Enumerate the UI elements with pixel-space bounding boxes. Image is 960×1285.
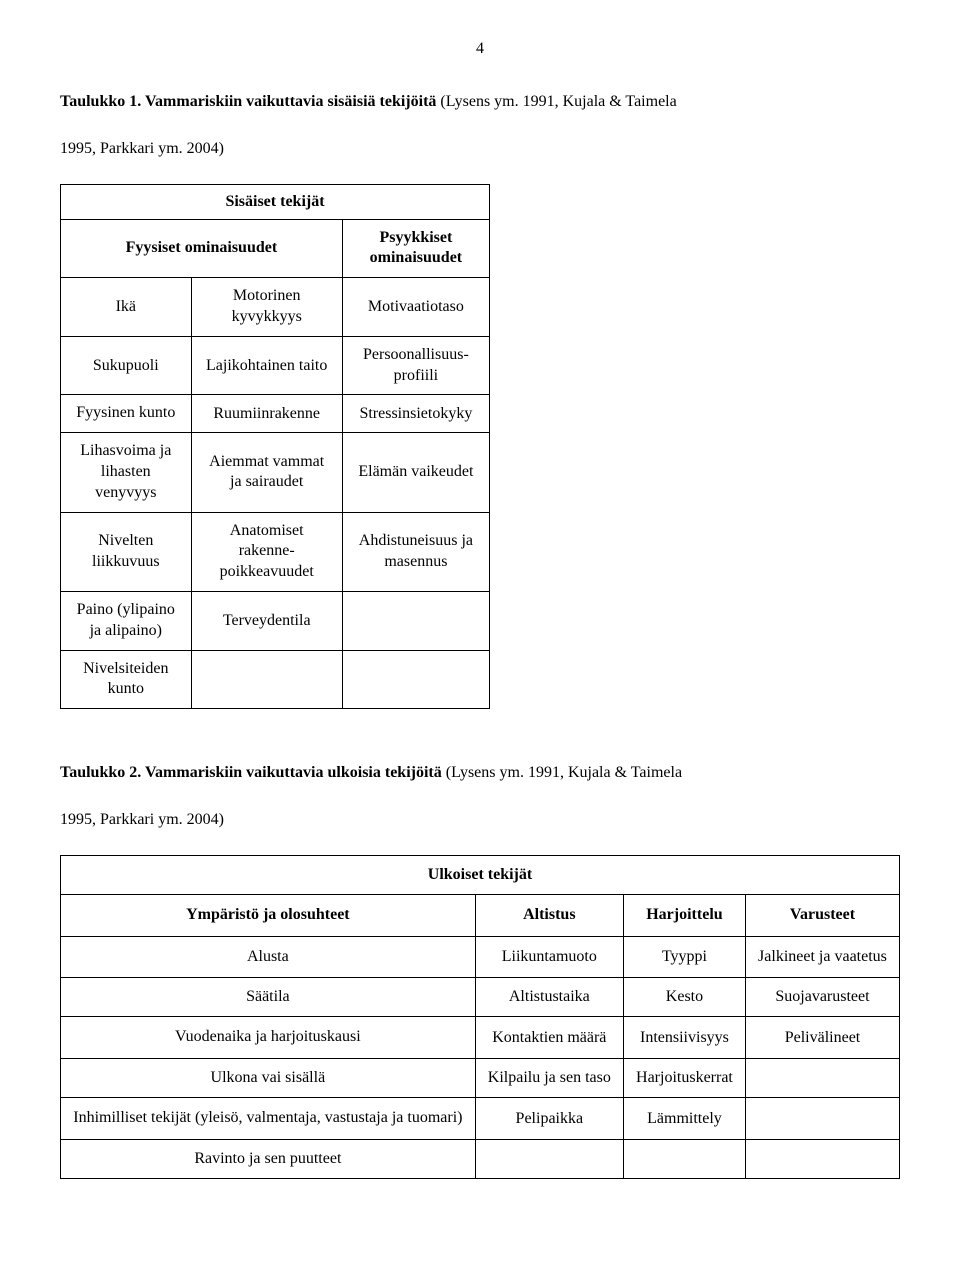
table2-r5c3 bbox=[745, 1139, 899, 1178]
table2-col-header-3: Varusteet bbox=[745, 894, 899, 936]
table2-r5c0: Ravinto ja sen puutteet bbox=[61, 1139, 476, 1178]
heading-table1: Taulukko 1. Vammariskiin vaikuttavia sis… bbox=[60, 88, 900, 164]
table1-r2c1: Ruumiinrakenne bbox=[191, 395, 342, 433]
table1-col-header-row: Fyysiset ominaisuudet Psyykkiset ominais… bbox=[61, 219, 490, 278]
table2-r1c3: Suojavarusteet bbox=[745, 978, 899, 1017]
table2-r5c1 bbox=[475, 1139, 623, 1178]
heading2-line2: 1995, Parkkari ym. 2004) bbox=[60, 806, 900, 835]
table2-r4c3 bbox=[745, 1098, 899, 1140]
table-row: Säätila Altistustaika Kesto Suojavaruste… bbox=[61, 978, 900, 1017]
table1-r3c0: Lihasvoima ja lihasten venyvyys bbox=[61, 433, 192, 512]
table1-r6c0: Nivelsiteiden kunto bbox=[61, 650, 192, 709]
table-row: Nivelten liikkuvuus Anatomiset rakenne-p… bbox=[61, 512, 490, 591]
table1-r4c1: Anatomiset rakenne-poikkeavuudet bbox=[191, 512, 342, 591]
table2-main-header-row: Ulkoiset tekijät bbox=[61, 855, 900, 894]
table1-r0c1: Motorinen kyvykkyys bbox=[191, 278, 342, 337]
table2-r1c1: Altistustaika bbox=[475, 978, 623, 1017]
table2-r0c1: Liikuntamuoto bbox=[475, 936, 623, 978]
table1-r2c2: Stressinsietokyky bbox=[342, 395, 489, 433]
table2-r1c0: Säätila bbox=[61, 978, 476, 1017]
table1-col-header-0: Fyysiset ominaisuudet bbox=[61, 219, 343, 278]
heading1-rest: (Lysens ym. 1991, Kujala & Taimela bbox=[436, 93, 676, 110]
table1-r5c2 bbox=[342, 591, 489, 650]
table1-main-header-row: Sisäiset tekijät bbox=[61, 184, 490, 219]
table-row: Nivelsiteiden kunto bbox=[61, 650, 490, 709]
table1-r4c2: Ahdistuneisuus ja masennus bbox=[342, 512, 489, 591]
table2-r4c0: Inhimilliset tekijät (yleisö, valmentaja… bbox=[61, 1098, 476, 1140]
heading2-rest: (Lysens ym. 1991, Kujala & Taimela bbox=[442, 764, 682, 781]
table2-col-header-row: Ympäristö ja olosuhteet Altistus Harjoit… bbox=[61, 894, 900, 936]
table2-r3c3 bbox=[745, 1059, 899, 1098]
heading1-line2: 1995, Parkkari ym. 2004) bbox=[60, 135, 900, 164]
table1-r3c2: Elämän vaikeudet bbox=[342, 433, 489, 512]
table2-r3c0: Ulkona vai sisällä bbox=[61, 1059, 476, 1098]
table-row: Ikä Motorinen kyvykkyys Motivaatiotaso bbox=[61, 278, 490, 337]
table2-r3c1: Kilpailu ja sen taso bbox=[475, 1059, 623, 1098]
table-row: Fyysinen kunto Ruumiinrakenne Stressinsi… bbox=[61, 395, 490, 433]
table2-col-header-2: Harjoittelu bbox=[623, 894, 745, 936]
table2-r4c2: Lämmittely bbox=[623, 1098, 745, 1140]
table1-col-header-1: Psyykkiset ominaisuudet bbox=[342, 219, 489, 278]
table1-r0c0: Ikä bbox=[61, 278, 192, 337]
table2: Ulkoiset tekijät Ympäristö ja olosuhteet… bbox=[60, 855, 900, 1179]
table1-r5c0: Paino (ylipaino ja alipaino) bbox=[61, 591, 192, 650]
table2-r2c1: Kontaktien määrä bbox=[475, 1017, 623, 1059]
table-row: Ravinto ja sen puutteet bbox=[61, 1139, 900, 1178]
table1-main-header: Sisäiset tekijät bbox=[61, 184, 490, 219]
table1-r0c2: Motivaatiotaso bbox=[342, 278, 489, 337]
table1-r2c0: Fyysinen kunto bbox=[61, 395, 192, 433]
table1-r1c1: Lajikohtainen taito bbox=[191, 336, 342, 395]
table2-col-header-0: Ympäristö ja olosuhteet bbox=[61, 894, 476, 936]
table-row: Paino (ylipaino ja alipaino) Terveydenti… bbox=[61, 591, 490, 650]
table2-r5c2 bbox=[623, 1139, 745, 1178]
table-row: Sukupuoli Lajikohtainen taito Persoonall… bbox=[61, 336, 490, 395]
heading2-bold: Taulukko 2. Vammariskiin vaikuttavia ulk… bbox=[60, 764, 442, 781]
table1-r4c0: Nivelten liikkuvuus bbox=[61, 512, 192, 591]
table1-r5c1: Terveydentila bbox=[191, 591, 342, 650]
table1-r6c2 bbox=[342, 650, 489, 709]
table1: Sisäiset tekijät Fyysiset ominaisuudet P… bbox=[60, 184, 490, 710]
table1-r1c2: Persoonallisuus-profiili bbox=[342, 336, 489, 395]
table-row: Ulkona vai sisällä Kilpailu ja sen taso … bbox=[61, 1059, 900, 1098]
table1-r1c0: Sukupuoli bbox=[61, 336, 192, 395]
table2-r0c2: Tyyppi bbox=[623, 936, 745, 978]
table-row: Inhimilliset tekijät (yleisö, valmentaja… bbox=[61, 1098, 900, 1140]
heading1-bold: Taulukko 1. Vammariskiin vaikuttavia sis… bbox=[60, 93, 436, 110]
table2-r2c3: Pelivälineet bbox=[745, 1017, 899, 1059]
table1-r3c1: Aiemmat vammat ja sairaudet bbox=[191, 433, 342, 512]
table-row: Alusta Liikuntamuoto Tyyppi Jalkineet ja… bbox=[61, 936, 900, 978]
table2-main-header: Ulkoiset tekijät bbox=[61, 855, 900, 894]
table2-col-header-1: Altistus bbox=[475, 894, 623, 936]
table2-r0c0: Alusta bbox=[61, 936, 476, 978]
table2-r1c2: Kesto bbox=[623, 978, 745, 1017]
table1-r6c1 bbox=[191, 650, 342, 709]
table2-r2c0: Vuodenaika ja harjoituskausi bbox=[61, 1017, 476, 1059]
table-row: Vuodenaika ja harjoituskausi Kontaktien … bbox=[61, 1017, 900, 1059]
table-row: Lihasvoima ja lihasten venyvyys Aiemmat … bbox=[61, 433, 490, 512]
table2-r2c2: Intensiivisyys bbox=[623, 1017, 745, 1059]
table2-r0c3: Jalkineet ja vaatetus bbox=[745, 936, 899, 978]
table2-r3c2: Harjoituskerrat bbox=[623, 1059, 745, 1098]
page-number: 4 bbox=[60, 40, 900, 58]
heading-table2: Taulukko 2. Vammariskiin vaikuttavia ulk… bbox=[60, 759, 900, 835]
table2-r4c1: Pelipaikka bbox=[475, 1098, 623, 1140]
